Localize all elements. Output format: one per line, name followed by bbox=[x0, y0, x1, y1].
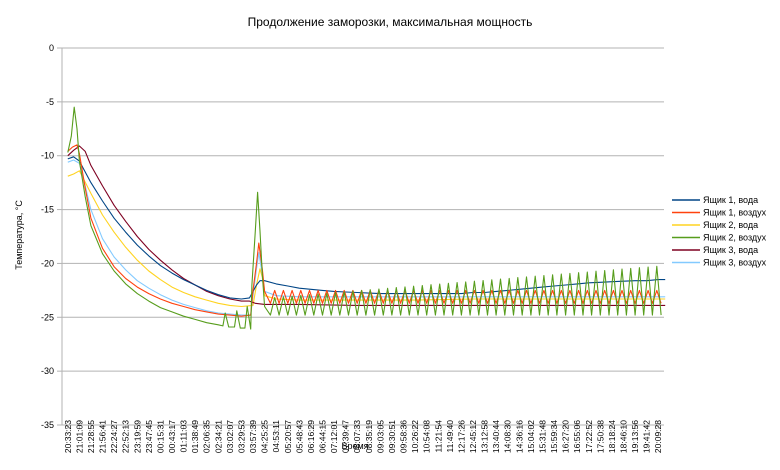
x-tick-label-8: 00:15:31 bbox=[155, 420, 165, 453]
legend-label-3: Ящик 2, вода bbox=[703, 220, 758, 230]
x-tick-label-33: 11:49:40 bbox=[445, 420, 455, 453]
x-tick-label-11: 01:38:49 bbox=[190, 420, 200, 453]
x-tick-label-17: 04:25:25 bbox=[260, 420, 270, 453]
x-tick-label-13: 02:34:21 bbox=[213, 420, 223, 453]
x-axis-ticks: 20:33:23 21:01:09 21:28:55 21:56:41 22:24:27… bbox=[63, 420, 663, 453]
y-axis-ticks: 0 -5 -10 -15 -20 -25 -30 -35 bbox=[41, 43, 62, 430]
legend: Ящик 1, вода Ящик 1, воздух Ящик 2, вода Ящ… bbox=[672, 195, 767, 268]
y-tick-label-5: -25 bbox=[41, 312, 54, 322]
x-tick-label-4: 22:24:27 bbox=[109, 420, 119, 453]
series-lines bbox=[67, 106, 666, 330]
x-tick-label-46: 17:50:38 bbox=[595, 420, 605, 453]
y-tick-label-4: -20 bbox=[41, 258, 54, 268]
x-tick-label-42: 15:59:34 bbox=[549, 420, 559, 453]
x-tick-label-25: 08:07:33 bbox=[352, 420, 362, 453]
x-tick-label-22: 06:44:15 bbox=[317, 420, 327, 453]
legend-label-1: Ящик 1, вода bbox=[703, 195, 758, 205]
x-tick-label-28: 09:30:51 bbox=[387, 420, 397, 453]
y-tick-label-0: 0 bbox=[49, 43, 54, 53]
x-tick-label-48: 18:46:10 bbox=[618, 420, 628, 453]
x-tick-label-31: 10:54:08 bbox=[422, 420, 432, 453]
legend-label-6: Ящик 3, воздух bbox=[703, 258, 767, 268]
series-line-1 bbox=[67, 156, 666, 300]
x-tick-label-26: 08:35:19 bbox=[364, 420, 374, 453]
x-tick-label-7: 23:47:45 bbox=[144, 420, 154, 453]
x-tick-label-2: 21:28:55 bbox=[86, 420, 96, 453]
x-tick-label-9: 00:43:17 bbox=[167, 420, 177, 453]
x-tick-label-37: 13:40:44 bbox=[491, 420, 501, 453]
x-tick-label-3: 21:56:41 bbox=[98, 420, 108, 453]
x-tick-label-47: 18:18:24 bbox=[607, 420, 617, 453]
series-line-6 bbox=[67, 159, 666, 316]
x-tick-label-34: 12:17:26 bbox=[456, 420, 466, 453]
y-tick-label-2: -10 bbox=[41, 151, 54, 161]
x-tick-label-43: 16:27:20 bbox=[561, 420, 571, 453]
series-line-4 bbox=[67, 106, 662, 330]
x-tick-label-35: 12:45:12 bbox=[468, 420, 478, 453]
x-tick-label-18: 04:53:11 bbox=[271, 420, 281, 453]
x-tick-label-49: 19:13:56 bbox=[630, 420, 640, 453]
x-tick-label-21: 06:16:29 bbox=[306, 420, 316, 453]
x-tick-label-6: 23:19:59 bbox=[132, 420, 142, 453]
series-line-5 bbox=[67, 145, 666, 306]
x-tick-label-10: 01:11:03 bbox=[179, 420, 189, 453]
x-tick-label-23: 07:12:01 bbox=[329, 420, 339, 453]
gridlines bbox=[61, 47, 664, 426]
x-tick-label-39: 14:36:16 bbox=[514, 420, 524, 453]
x-tick-label-50: 19:41:42 bbox=[642, 420, 652, 453]
x-tick-label-1: 21:01:09 bbox=[74, 420, 84, 453]
x-tick-label-32: 11:21:54 bbox=[433, 420, 443, 453]
y-tick-label-6: -30 bbox=[41, 366, 54, 376]
legend-label-5: Ящик 3, вода bbox=[703, 245, 758, 255]
x-tick-label-24: 07:39:47 bbox=[341, 420, 351, 453]
x-tick-label-44: 16:55:06 bbox=[572, 420, 582, 453]
x-tick-label-36: 13:12:58 bbox=[480, 420, 490, 453]
x-tick-label-14: 03:02:07 bbox=[225, 420, 235, 453]
x-tick-label-40: 15:04:02 bbox=[526, 420, 536, 453]
x-tick-label-41: 15:31:48 bbox=[537, 420, 547, 453]
y-tick-label-3: -15 bbox=[41, 205, 54, 215]
chart-title: Продолжение заморозки, максимальная мощн… bbox=[248, 15, 533, 29]
x-tick-label-16: 03:57:39 bbox=[248, 420, 258, 453]
x-tick-label-38: 14:08:30 bbox=[503, 420, 513, 453]
x-tick-label-45: 17:22:52 bbox=[584, 420, 594, 453]
y-tick-label-1: -5 bbox=[46, 97, 54, 107]
x-tick-label-5: 22:52:13 bbox=[121, 420, 131, 453]
series-line-3 bbox=[67, 170, 666, 308]
legend-label-4: Ящик 2, воздух bbox=[703, 233, 767, 243]
x-tick-label-19: 05:20:57 bbox=[283, 420, 293, 453]
x-tick-label-0: 20:33:23 bbox=[63, 420, 73, 453]
x-tick-label-12: 02:06:35 bbox=[202, 420, 212, 453]
x-tick-label-30: 10:26:22 bbox=[410, 420, 420, 453]
x-tick-label-15: 03:29:53 bbox=[236, 420, 246, 453]
x-tick-label-51: 20:09:28 bbox=[653, 420, 663, 453]
x-tick-label-20: 05:48:43 bbox=[294, 420, 304, 453]
x-tick-label-29: 09:58:36 bbox=[399, 420, 409, 453]
y-tick-label-7: -35 bbox=[41, 420, 54, 430]
y-axis-label: Температура, °C bbox=[14, 200, 24, 270]
x-tick-label-27: 09:03:05 bbox=[375, 420, 385, 453]
legend-label-2: Ящик 1, воздух bbox=[703, 208, 767, 218]
x-axis-label: Время bbox=[341, 441, 368, 451]
